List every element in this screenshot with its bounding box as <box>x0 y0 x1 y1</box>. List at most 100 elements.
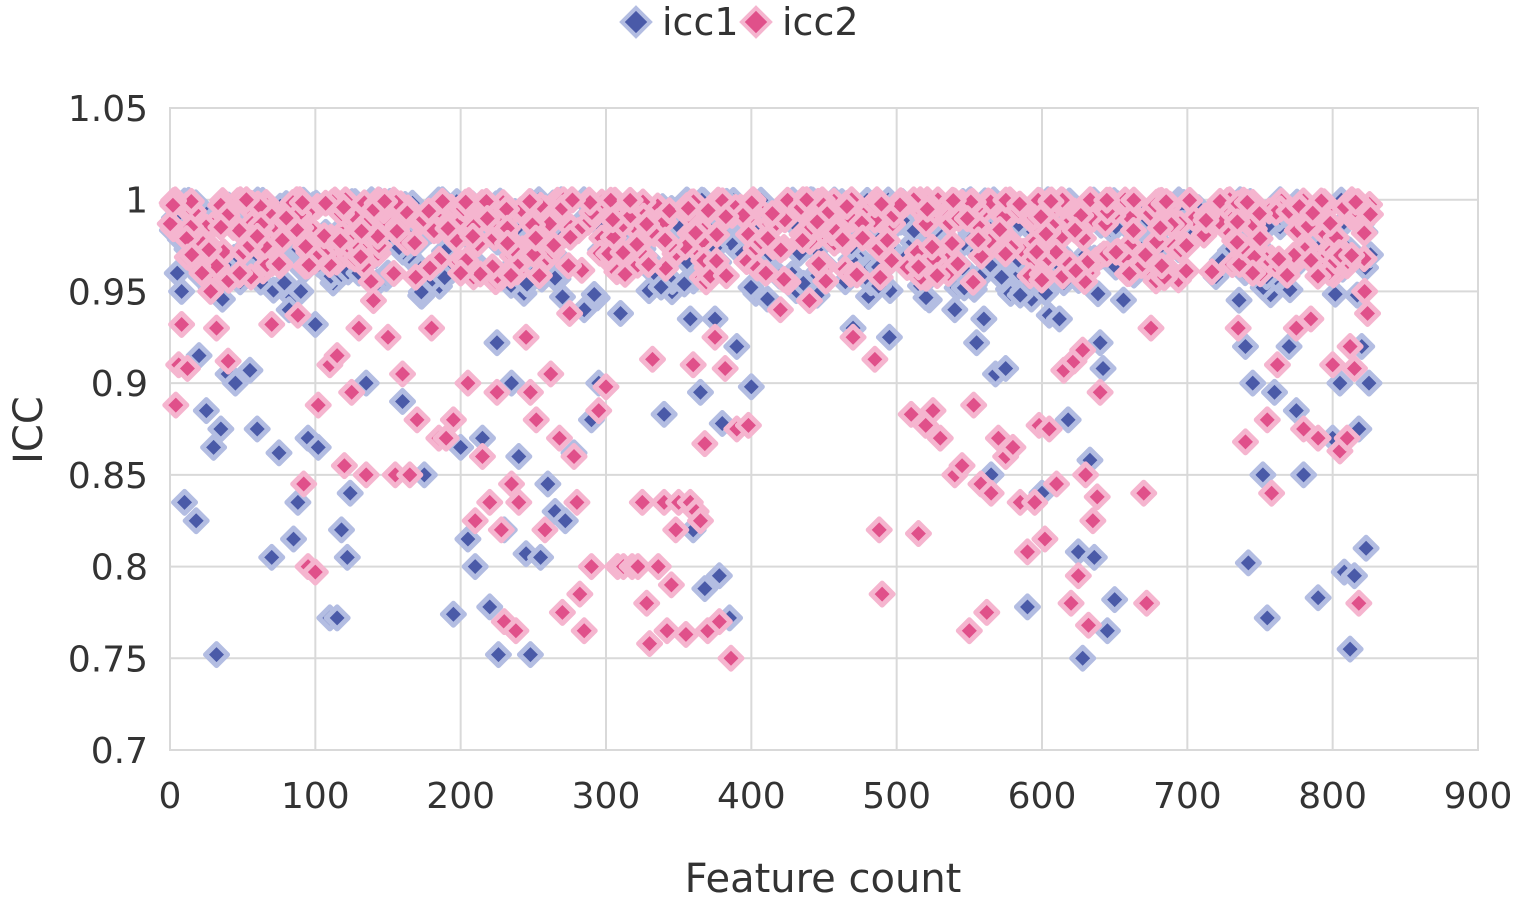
point-icc2 <box>214 347 242 375</box>
point-icc2 <box>702 247 730 275</box>
point-icc1 <box>1054 406 1082 434</box>
point-icc2 <box>1032 220 1060 248</box>
point-icc2 <box>1299 199 1327 227</box>
point-icc2 <box>556 299 584 327</box>
point-icc2 <box>986 216 1014 244</box>
point-icc2 <box>977 479 1005 507</box>
legend-label-icc1: icc1 <box>662 0 739 44</box>
point-icc2 <box>476 488 504 516</box>
point-icc1 <box>1234 549 1262 577</box>
point-icc1 <box>963 329 991 357</box>
point-icc2 <box>701 323 729 351</box>
point-icc1 <box>1045 305 1073 333</box>
point-icc2 <box>682 219 710 247</box>
point-icc2 <box>402 263 430 291</box>
point-icc2 <box>537 360 565 388</box>
point-icc2 <box>292 233 320 261</box>
point-icc2 <box>1072 461 1100 489</box>
point-icc1 <box>1253 604 1281 632</box>
point-icc1 <box>607 299 635 327</box>
point-icc2 <box>1338 241 1366 269</box>
point-icc1 <box>333 543 361 571</box>
point-icc2 <box>359 287 387 315</box>
point-icc2 <box>178 241 206 269</box>
point-icc2 <box>1057 589 1085 617</box>
point-icc2 <box>197 277 225 305</box>
point-icc2 <box>939 187 967 215</box>
point-icc2 <box>651 226 679 254</box>
point-icc2 <box>345 314 373 342</box>
point-icc2 <box>611 260 639 288</box>
point-icc2 <box>712 203 740 231</box>
point-icc1 <box>691 575 719 603</box>
point-icc2 <box>371 187 399 215</box>
x-tick-label: 100 <box>281 776 350 817</box>
point-icc2 <box>295 251 323 279</box>
point-icc2 <box>1223 228 1251 256</box>
point-icc2 <box>284 301 312 329</box>
point-icc1 <box>1326 369 1354 397</box>
point-icc2 <box>938 229 966 257</box>
point-icc2 <box>159 191 187 219</box>
point-icc2 <box>522 224 550 252</box>
point-icc2 <box>429 187 457 215</box>
point-icc1 <box>527 543 555 571</box>
point-icc2 <box>803 208 831 236</box>
point-icc1 <box>1239 369 1267 397</box>
point-icc2 <box>616 186 644 214</box>
point-icc2 <box>516 378 544 406</box>
point-icc2 <box>301 558 329 586</box>
point-icc2 <box>226 259 254 287</box>
point-icc2 <box>1148 252 1176 280</box>
point-icc2 <box>347 217 375 245</box>
point-icc2 <box>505 488 533 516</box>
point-icc1 <box>1282 397 1310 425</box>
point-icc2 <box>1043 470 1071 498</box>
point-icc2 <box>401 229 429 257</box>
x-axis-title: Feature count <box>685 856 962 902</box>
x-tick-label: 200 <box>426 776 495 817</box>
point-icc2 <box>1226 250 1254 278</box>
point-icc2 <box>461 507 489 535</box>
point-icc2 <box>1120 186 1148 214</box>
point-icc2 <box>793 186 821 214</box>
point-icc2 <box>1079 507 1107 535</box>
point-icc2 <box>207 213 235 241</box>
point-icc1 <box>970 305 998 333</box>
point-icc2 <box>566 580 594 608</box>
point-icc2 <box>599 206 627 234</box>
point-icc1 <box>551 507 579 535</box>
point-icc1 <box>1086 329 1114 357</box>
point-icc2 <box>502 617 530 645</box>
point-icc2 <box>1304 262 1332 290</box>
point-icc2 <box>1021 488 1049 516</box>
point-icc2 <box>866 263 894 291</box>
point-icc2 <box>633 589 661 617</box>
point-icc2 <box>633 210 661 238</box>
point-icc1 <box>258 543 286 571</box>
point-icc1 <box>1275 332 1303 360</box>
point-icc2 <box>326 227 354 255</box>
point-icc2 <box>1115 259 1143 287</box>
point-icc2 <box>672 620 700 648</box>
point-icc2 <box>188 259 216 287</box>
legend-label-icc2: icc2 <box>782 0 859 44</box>
point-icc2 <box>243 222 271 250</box>
point-icc1 <box>1261 378 1289 406</box>
point-icc2 <box>913 195 941 223</box>
point-icc2 <box>1192 206 1220 234</box>
point-icc2 <box>585 397 613 425</box>
point-icc2 <box>452 188 480 216</box>
point-icc1 <box>737 373 765 401</box>
point-icc2 <box>1258 479 1286 507</box>
point-icc2 <box>347 243 375 271</box>
point-icc2 <box>1206 187 1234 215</box>
y-tick-label: 0.7 <box>91 731 148 772</box>
point-icc1 <box>483 329 511 357</box>
point-icc2 <box>1246 225 1274 253</box>
point-icc1 <box>705 562 733 590</box>
point-icc2 <box>1031 525 1059 553</box>
point-icc2 <box>439 406 467 434</box>
point-icc2 <box>383 217 411 245</box>
